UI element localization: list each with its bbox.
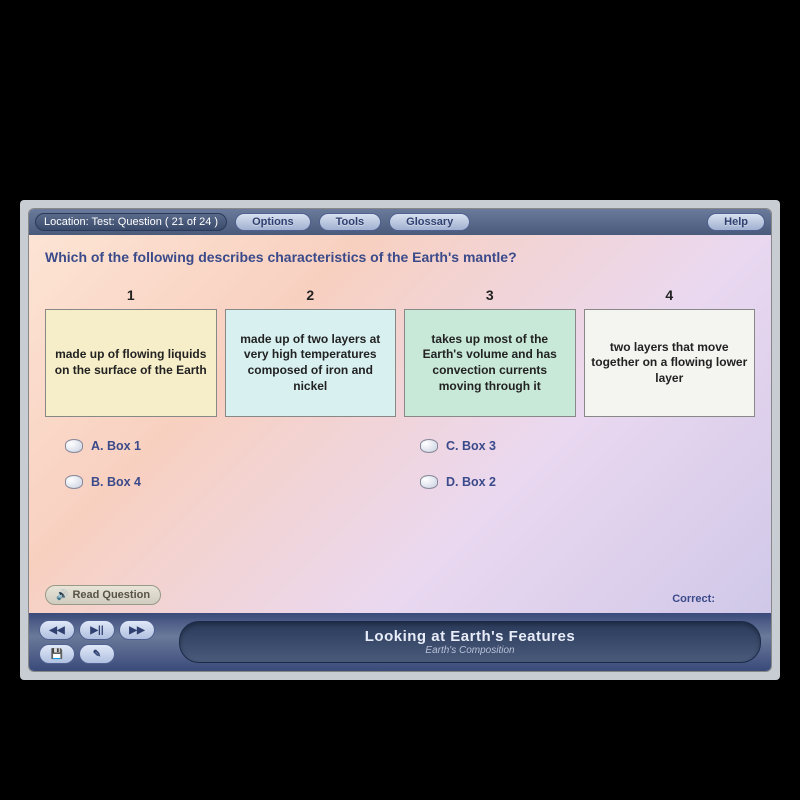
box-number: 1 [127, 287, 135, 303]
box-number: 3 [486, 287, 494, 303]
box-column-2: 2 made up of two layers at very high tem… [225, 287, 397, 417]
playback-controls: ◀◀ ▶|| ▶▶ 💾 ✎ [39, 620, 155, 664]
radio-icon [65, 475, 83, 489]
glossary-button[interactable]: Glossary [389, 213, 470, 231]
radio-icon [420, 475, 438, 489]
content-bottom-strip: 🔊 Read Question Correct: [45, 585, 755, 605]
options-button[interactable]: Options [235, 213, 311, 231]
speaker-icon: 🔊 [56, 590, 68, 601]
correct-status: Correct: [672, 593, 755, 605]
location-breadcrumb: Location: Test: Question ( 21 of 24 ) [35, 213, 227, 231]
monitor-screen: Location: Test: Question ( 21 of 24 ) Op… [20, 200, 780, 680]
answer-label: C. Box 3 [446, 439, 496, 453]
answer-label: D. Box 2 [446, 475, 496, 489]
info-box-row: 1 made up of flowing liquids on the surf… [45, 287, 755, 417]
lesson-title-panel: Looking at Earth's Features Earth's Comp… [179, 621, 761, 663]
answer-label: A. Box 1 [91, 439, 141, 453]
question-content: Which of the following describes charact… [29, 235, 771, 613]
lesson-title: Looking at Earth's Features [365, 628, 575, 645]
tools-button[interactable]: Tools [319, 213, 382, 231]
box-number: 4 [665, 287, 673, 303]
box-column-3: 3 takes up most of the Earth's volume an… [404, 287, 576, 417]
answer-option-a[interactable]: A. Box 1 [65, 439, 380, 453]
help-button[interactable]: Help [707, 213, 765, 231]
question-prompt: Which of the following describes charact… [45, 249, 755, 265]
radio-icon [65, 439, 83, 453]
box-column-1: 1 made up of flowing liquids on the surf… [45, 287, 217, 417]
top-toolbar: Location: Test: Question ( 21 of 24 ) Op… [29, 209, 771, 235]
quiz-app-window: Location: Test: Question ( 21 of 24 ) Op… [28, 208, 772, 672]
answer-label: B. Box 4 [91, 475, 141, 489]
box-number: 2 [306, 287, 314, 303]
save-button[interactable]: 💾 [39, 644, 75, 664]
info-box-4: two layers that move together on a flowi… [584, 309, 756, 417]
answer-option-d[interactable]: D. Box 2 [420, 475, 735, 489]
info-box-3: takes up most of the Earth's volume and … [404, 309, 576, 417]
info-box-1: made up of flowing liquids on the surfac… [45, 309, 217, 417]
rewind-button[interactable]: ◀◀ [39, 620, 75, 640]
play-pause-button[interactable]: ▶|| [79, 620, 115, 640]
read-question-button[interactable]: 🔊 Read Question [45, 585, 161, 605]
read-question-label: Read Question [72, 589, 150, 601]
info-box-2: made up of two layers at very high tempe… [225, 309, 397, 417]
radio-icon [420, 439, 438, 453]
answer-option-c[interactable]: C. Box 3 [420, 439, 735, 453]
box-column-4: 4 two layers that move together on a flo… [584, 287, 756, 417]
forward-button[interactable]: ▶▶ [119, 620, 155, 640]
notes-button[interactable]: ✎ [79, 644, 115, 664]
footer-bar: ◀◀ ▶|| ▶▶ 💾 ✎ Looking at Earth's Feature… [29, 613, 771, 671]
answer-options: A. Box 1 C. Box 3 B. Box 4 D. Box 2 [45, 439, 755, 489]
lesson-subtitle: Earth's Composition [425, 645, 514, 656]
answer-option-b[interactable]: B. Box 4 [65, 475, 380, 489]
